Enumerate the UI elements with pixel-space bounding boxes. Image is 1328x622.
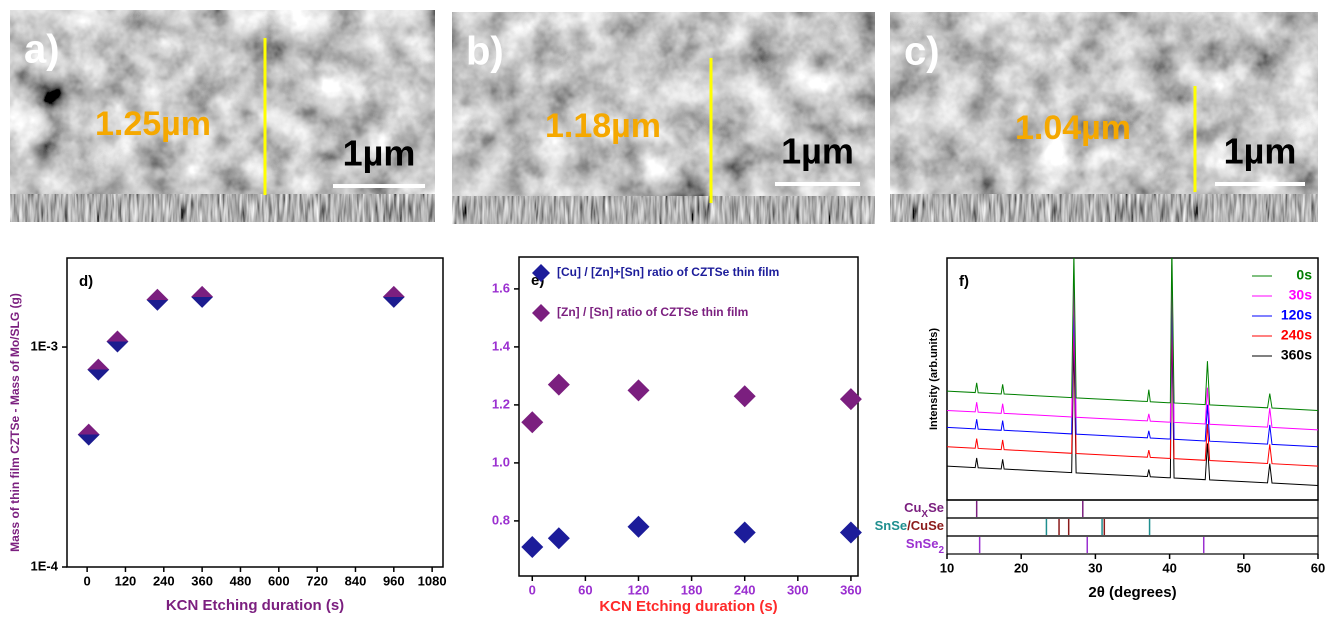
y-tick-label: 1E-4 (31, 558, 59, 573)
scale-label: 1µm (343, 133, 416, 174)
x-tick-label: 0 (84, 573, 91, 588)
legend-label: 240s (1281, 327, 1312, 343)
x-tick-label: 720 (306, 573, 328, 588)
x-tick-label: 300 (787, 582, 809, 597)
x-tick-label: 40 (1162, 560, 1176, 575)
x-tick-label: 240 (153, 573, 175, 588)
legend-label: 0s (1296, 267, 1312, 283)
x-tick-label: 360 (191, 573, 213, 588)
x-axis-label: KCN Etching duration (s) (166, 597, 344, 614)
x-tick-label: 60 (1311, 560, 1325, 575)
figure: a)1.25µm1µmb)1.18µm1µmc)1.04µm1µm0120240… (0, 0, 1328, 617)
y-tick-label: 1E-3 (31, 338, 58, 353)
sem-image: a) 1.25µm 1µm (10, 10, 435, 222)
image-label: c) (904, 30, 940, 74)
x-tick-label: 20 (1014, 560, 1028, 575)
scale-label: 1µm (1224, 131, 1297, 172)
x-tick-label: 960 (383, 573, 405, 588)
x-tick-label: 480 (230, 573, 252, 588)
substrate-texture (452, 196, 875, 224)
x-tick-label: 1080 (418, 573, 447, 588)
thickness-label: 1.18µm (545, 107, 661, 145)
x-tick-label: 120 (628, 582, 650, 597)
reference-label-part: SnSe (906, 536, 939, 551)
x-tick-label: 60 (578, 582, 592, 597)
y-tick-label: 1.0 (492, 454, 510, 469)
image-label: a) (24, 28, 60, 72)
y-tick-label: 1.2 (492, 396, 510, 411)
x-tick-label: 0 (529, 582, 536, 597)
scale-label: 1µm (781, 131, 854, 172)
x-axis-label: KCN Etching duration (s) (599, 598, 777, 615)
y-axis-label: Mass of thin film CZTSe - Mass of Mo/SLG… (8, 293, 22, 552)
legend-label: 360s (1281, 347, 1312, 363)
panel-label: d) (79, 273, 93, 290)
x-tick-label: 360 (840, 582, 862, 597)
page: { "images": [ {"label": "a)", "thickness… (0, 0, 1328, 617)
y-tick-label: 1.4 (492, 338, 511, 353)
reference-label-part: Cu (904, 500, 921, 515)
x-tick-label: 240 (734, 582, 756, 597)
y-tick-label: 0.8 (492, 512, 510, 527)
reference-label-part: SnSe (875, 518, 908, 533)
reference-label-part: Se (928, 500, 944, 515)
x-tick-label: 840 (345, 573, 367, 588)
legend-label: 120s (1281, 307, 1312, 323)
thickness-label: 1.25µm (95, 105, 211, 143)
panel-label: f) (959, 273, 969, 290)
reference-label-part: /CuSe (907, 518, 944, 533)
legend-label: [Cu] / [Zn]+[Sn] ratio of CZTSe thin fil… (557, 265, 779, 279)
x-axis-label: 2θ (degrees) (1088, 584, 1176, 601)
y-axis-label: Intensity (arb.units) (928, 328, 940, 430)
substrate-texture (890, 194, 1318, 222)
image-label: b) (466, 30, 504, 74)
x-tick-label: 30 (1088, 560, 1102, 575)
reference-label: SnSe/CuSe (875, 518, 944, 533)
x-tick-label: 180 (681, 582, 703, 597)
x-tick-label: 120 (115, 573, 137, 588)
x-tick-label: 600 (268, 573, 290, 588)
substrate-texture (10, 194, 435, 222)
legend-label: 30s (1289, 287, 1313, 303)
thickness-label: 1.04µm (1015, 109, 1131, 147)
legend-label: [Zn] / [Sn] ratio of CZTSe thin film (557, 305, 748, 319)
x-tick-label: 10 (940, 560, 954, 575)
y-tick-label: 1.6 (492, 280, 510, 295)
reference-label-part: 2 (938, 545, 944, 556)
sem-texture (452, 12, 875, 224)
sem-image: b) 1.18µm 1µm (452, 12, 875, 224)
sem-texture (10, 10, 435, 222)
sem-image: c) 1.04µm 1µm (890, 12, 1318, 222)
x-tick-label: 50 (1237, 560, 1251, 575)
